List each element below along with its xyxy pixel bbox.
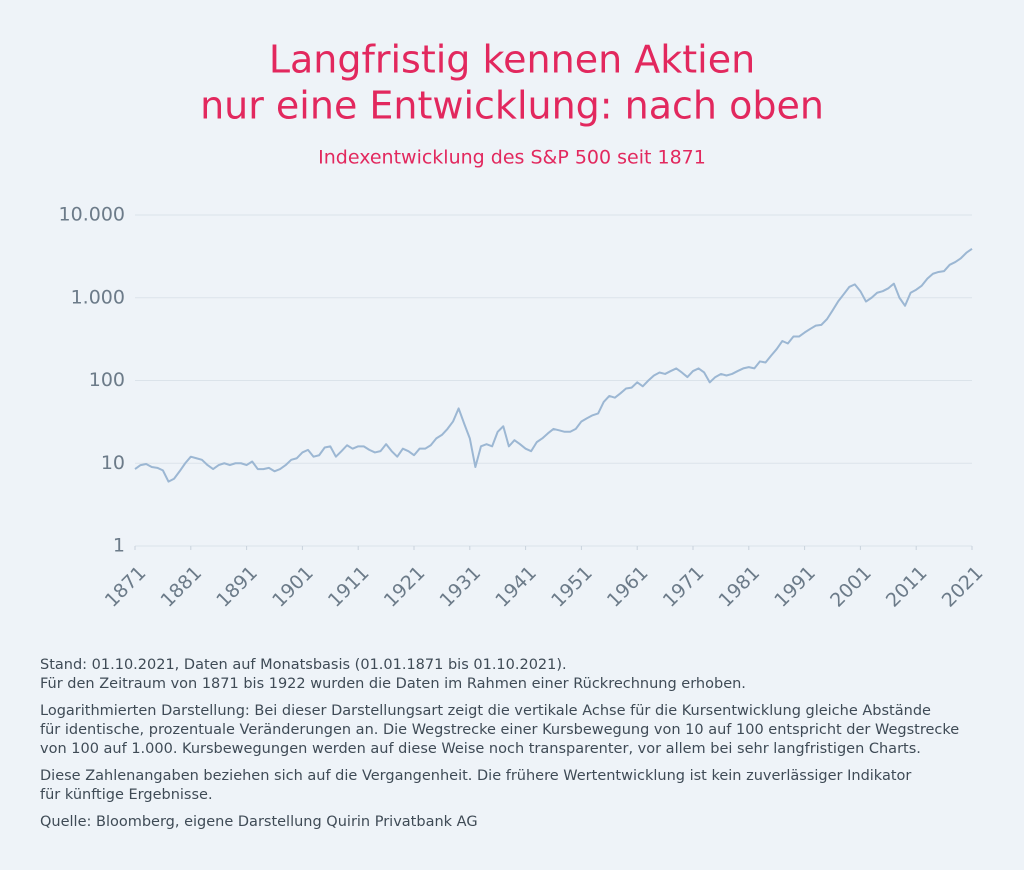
note: Quelle: Bloomberg, eigene Darstellung Qu…: [40, 813, 1000, 832]
note-line: Stand: 01.10.2021, Daten auf Monatsbasis…: [40, 657, 567, 673]
y-tick-label: 1: [113, 535, 125, 557]
x-tick-label: 1901: [268, 562, 318, 612]
x-tick-label: 1931: [435, 562, 485, 612]
x-tick-label: 2011: [882, 562, 932, 612]
note: Stand: 01.10.2021, Daten auf Monatsbasis…: [40, 656, 1000, 694]
x-tick-label: 1941: [491, 562, 541, 612]
y-tick-label: 100: [89, 369, 125, 391]
x-tick-label: 1951: [547, 562, 597, 612]
note-line: Quelle: Bloomberg, eigene Darstellung Qu…: [40, 814, 478, 830]
x-tick-label: 1881: [156, 562, 206, 612]
x-tick-label: 1991: [770, 562, 820, 612]
note-line: für identische, prozentuale Veränderunge…: [40, 722, 960, 738]
note: Diese Zahlenangaben beziehen sich auf di…: [40, 767, 1000, 805]
note-line: für künftige Ergebnisse.: [40, 787, 213, 803]
note-line: Diese Zahlenangaben beziehen sich auf di…: [40, 768, 912, 784]
y-tick-label: 1.000: [71, 286, 125, 308]
note-line: Für den Zeitraum von 1871 bis 1922 wurde…: [40, 676, 746, 692]
chart-title: Langfristig kennen Aktien: [269, 38, 755, 82]
notes: Stand: 01.10.2021, Daten auf Monatsbasis…: [40, 656, 1000, 840]
chart: Langfristig kennen Aktien nur eine Entwi…: [59, 38, 988, 612]
note: Logarithmierten Darstellung: Bei dieser …: [40, 702, 1000, 759]
chart-title: nur eine Entwicklung: nach oben: [200, 84, 824, 128]
x-tick-label: 1891: [212, 562, 262, 612]
x-tick-label: 2021: [938, 562, 988, 612]
x-tick-label: 1971: [659, 562, 709, 612]
y-tick-label: 10.000: [59, 204, 125, 226]
chart-subtitle: Indexentwicklung des S&P 500 seit 1871: [318, 147, 706, 169]
y-tick-label: 10: [101, 452, 125, 474]
x-tick-label: 1911: [324, 562, 374, 612]
line-series: [134, 248, 973, 483]
note-line: Logarithmierten Darstellung: Bei dieser …: [40, 703, 931, 719]
note-line: von 100 auf 1.000. Kursbewegungen werden…: [40, 741, 921, 757]
x-tick-label: 1961: [603, 562, 653, 612]
x-tick-label: 1981: [714, 562, 764, 612]
x-tick-label: 1871: [101, 562, 151, 612]
x-tick-label: 1921: [380, 562, 430, 612]
x-tick-label: 2001: [826, 562, 876, 612]
